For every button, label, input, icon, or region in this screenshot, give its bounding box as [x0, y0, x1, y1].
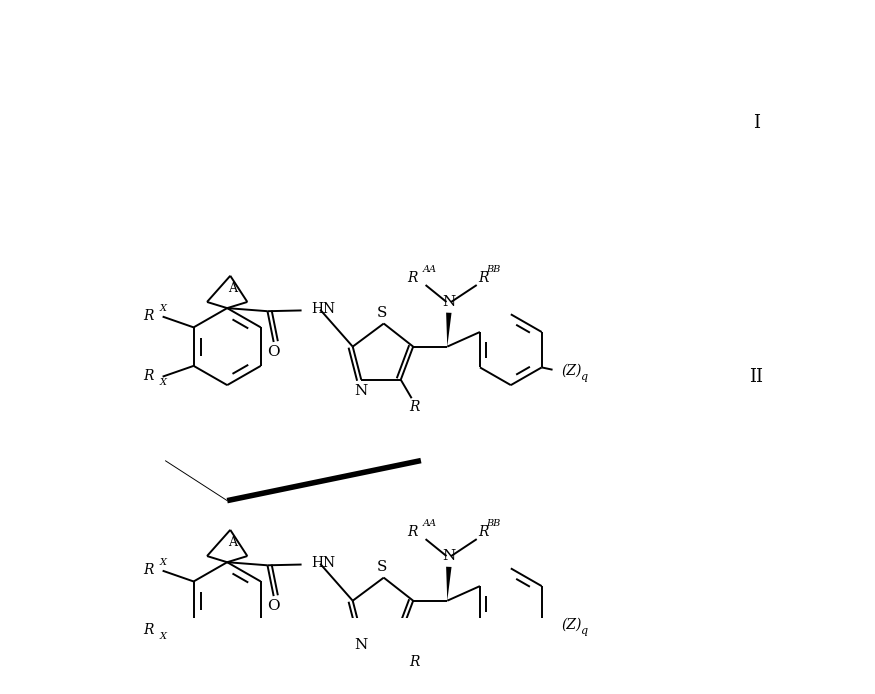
Text: A: A: [228, 536, 237, 549]
Text: X: X: [159, 378, 166, 387]
Text: (Z): (Z): [561, 618, 582, 632]
Text: HN: HN: [311, 302, 335, 316]
Text: (Z): (Z): [561, 364, 582, 378]
Polygon shape: [446, 567, 452, 601]
Text: O: O: [268, 599, 280, 613]
Text: I: I: [753, 115, 760, 133]
Text: R: R: [144, 369, 154, 383]
Text: R: R: [144, 563, 154, 577]
Text: S: S: [377, 560, 388, 574]
Text: S: S: [377, 306, 388, 320]
Text: HN: HN: [311, 556, 335, 570]
Text: N: N: [354, 384, 367, 398]
Text: O: O: [268, 345, 280, 359]
Text: R: R: [408, 525, 418, 539]
Text: R: R: [144, 309, 154, 323]
Text: II: II: [750, 369, 764, 387]
Polygon shape: [446, 312, 452, 346]
Text: N: N: [442, 549, 456, 563]
Text: R: R: [479, 525, 489, 539]
Text: q: q: [580, 626, 588, 636]
Text: AA: AA: [424, 519, 438, 528]
Text: R: R: [408, 271, 418, 285]
Text: N: N: [442, 295, 456, 309]
Text: N: N: [354, 638, 367, 652]
Text: R: R: [410, 654, 420, 668]
Text: R: R: [144, 623, 154, 637]
Text: BB: BB: [486, 519, 500, 528]
Text: AA: AA: [424, 265, 438, 274]
Text: X: X: [159, 632, 166, 641]
Text: R: R: [410, 400, 420, 414]
Text: A: A: [228, 282, 237, 294]
Text: q: q: [580, 372, 588, 382]
Text: X: X: [159, 558, 166, 567]
Text: R: R: [479, 271, 489, 285]
Text: X: X: [159, 303, 166, 312]
Text: BB: BB: [486, 265, 500, 274]
